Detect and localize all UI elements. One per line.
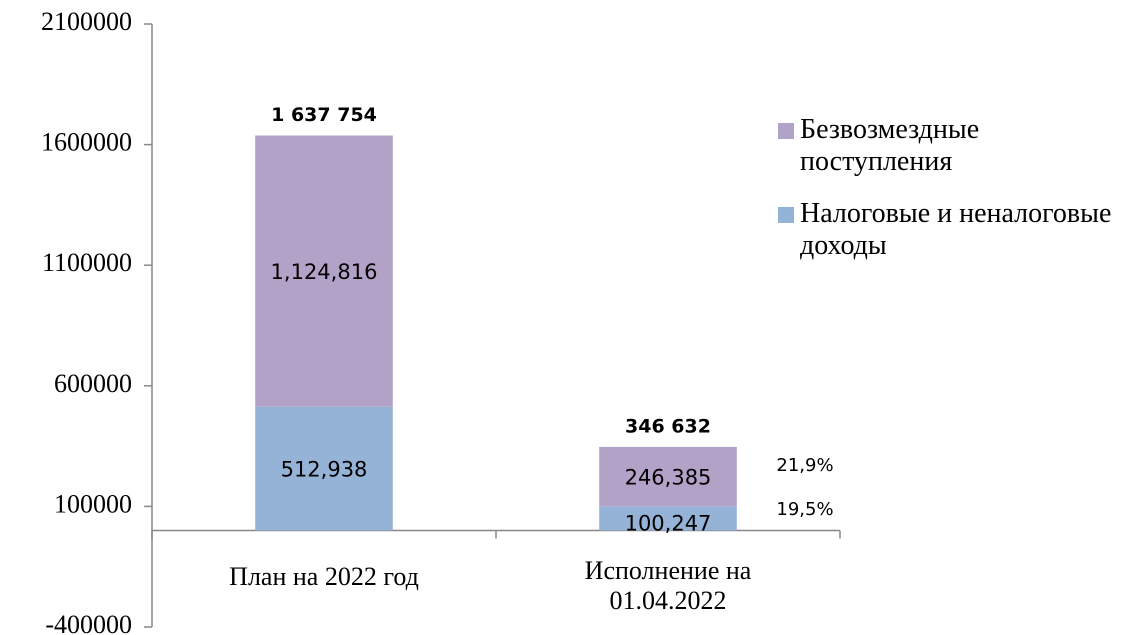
- y-tick-label: 1100000: [42, 248, 132, 277]
- annotation: 19,5%: [776, 499, 833, 520]
- value-label: 246,385: [625, 466, 712, 490]
- value-label: 100,247: [625, 511, 712, 535]
- bar-segment: [255, 135, 393, 407]
- total-label: 1 637 754: [271, 104, 377, 126]
- x-tick-label: План на 2022 год: [229, 562, 419, 591]
- y-tick-label: 1600000: [41, 128, 132, 157]
- legend-item: Безвозмездные поступления: [778, 114, 1128, 178]
- y-tick-label: 2100000: [41, 7, 132, 36]
- x-tick-label: Исполнение на 01.04.2022: [584, 556, 752, 615]
- y-tick-label: -400000: [45, 610, 132, 635]
- bar-segment: [599, 446, 737, 507]
- y-tick-label: 100000: [54, 489, 132, 518]
- y-tick-label: 600000: [54, 369, 132, 398]
- legend-label: Безвозмездные поступления: [800, 114, 980, 177]
- legend-item: Налоговые и неналоговые доходы: [778, 198, 1128, 262]
- legend-swatch: [778, 207, 794, 223]
- value-label: 1,124,816: [271, 260, 378, 284]
- annotation: 21,9%: [776, 455, 833, 476]
- legend-swatch: [778, 123, 794, 139]
- total-label: 346 632: [625, 415, 711, 437]
- legend-label: Налоговые и неналоговые доходы: [800, 198, 1112, 261]
- bar-segment: [599, 506, 737, 531]
- value-label: 512,938: [281, 458, 368, 482]
- bar-segment: [255, 406, 393, 531]
